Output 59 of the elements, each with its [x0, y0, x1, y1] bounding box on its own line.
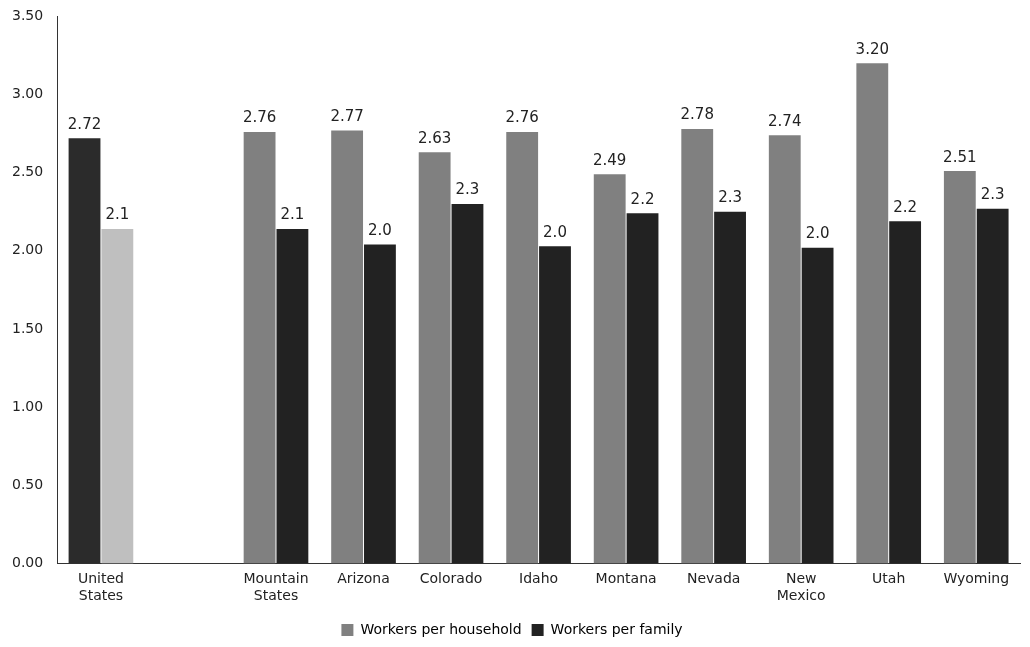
bar [364, 244, 396, 564]
x-tick-label: Mountain States [243, 570, 309, 604]
data-label: 2.78 [680, 105, 714, 124]
data-label: 2.3 [455, 180, 480, 199]
bar [626, 213, 659, 564]
bar [943, 171, 976, 564]
data-label: 2.1 [280, 205, 305, 224]
x-tick-label: United States [77, 570, 124, 604]
x-tick-label: Nevada [686, 570, 741, 587]
legend-label: Workers per household [360, 620, 522, 637]
x-tick-label: Wyoming [943, 570, 1010, 587]
legend-label: Workers per family [550, 620, 683, 637]
data-label: 3.20 [855, 39, 889, 58]
x-tick-label: Montana [595, 570, 657, 587]
data-label: 2.76 [242, 108, 277, 127]
data-label: 2.1 [105, 205, 130, 224]
bar [451, 203, 484, 564]
y-tick-label: 0.00 [12, 554, 44, 571]
data-label: 2.3 [980, 185, 1005, 204]
bar [768, 135, 801, 564]
data-label: 2.77 [330, 106, 364, 125]
bar [714, 211, 746, 564]
data-label: 2.51 [943, 147, 977, 166]
data-label: 2.74 [768, 111, 802, 130]
data-label: 2.76 [505, 108, 539, 127]
x-tick-label: Arizona [337, 570, 390, 587]
data-label: 2.72 [67, 114, 102, 133]
x-tick-label: Colorado [419, 570, 483, 587]
data-label: 2.0 [805, 224, 830, 243]
bar [593, 174, 626, 564]
bar [101, 228, 134, 564]
y-tick-label: 0.50 [12, 475, 44, 492]
data-label: 2.49 [593, 150, 627, 169]
y-tick-label: 1.50 [12, 319, 44, 336]
data-label: 2.63 [417, 128, 452, 147]
bar [418, 152, 451, 564]
y-tick-label: 3.00 [12, 85, 44, 102]
x-tick-label: New Mexico [776, 570, 826, 604]
x-tick-label: Idaho [519, 570, 559, 587]
y-tick-label: 2.50 [12, 163, 44, 180]
bar [681, 128, 714, 564]
bar [276, 228, 309, 564]
data-label: 2.0 [543, 222, 567, 241]
data-label: 2.2 [893, 197, 918, 216]
bar [856, 63, 889, 564]
bar [889, 221, 922, 564]
y-tick-label: 2.00 [12, 241, 44, 258]
bar [976, 208, 1009, 564]
bar [801, 247, 834, 564]
bar [331, 130, 364, 564]
data-label: 2.2 [630, 189, 655, 208]
bar [243, 132, 276, 564]
data-label: 2.0 [368, 220, 392, 239]
y-tick-label: 1.00 [12, 397, 44, 414]
bar [539, 246, 571, 564]
x-tick-label: Utah [872, 570, 906, 587]
y-tick-label: 3.50 [12, 7, 44, 24]
data-label: 2.3 [718, 188, 742, 207]
bar [506, 132, 539, 564]
